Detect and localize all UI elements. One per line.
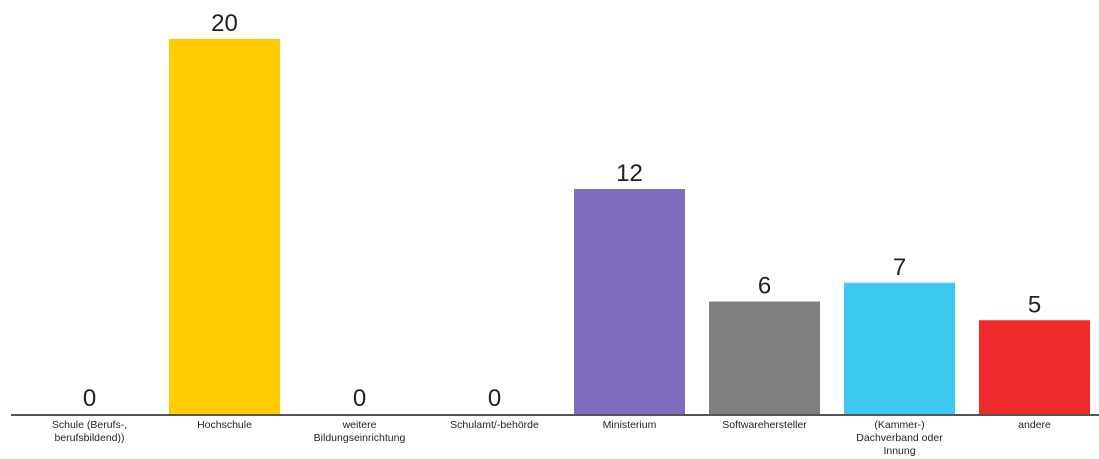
bar-1 xyxy=(169,39,280,414)
category-label-3: Schulamt/-behörde xyxy=(450,419,539,431)
value-label-3: 0 xyxy=(488,385,501,412)
value-label-0: 0 xyxy=(83,385,96,412)
bar-4 xyxy=(574,189,685,414)
bar-5 xyxy=(709,301,820,414)
category-label-line: Softwarehersteller xyxy=(722,419,807,431)
value-labels-group: 0 20 0 0 12 6 7 5 xyxy=(83,10,1041,412)
category-labels-group: Schule (Berufs-, berufsbildend)) Hochschul… xyxy=(52,419,1051,457)
category-label-line: berufsbildend)) xyxy=(54,432,124,444)
category-label-1: Hochschule xyxy=(197,419,252,431)
category-label-line: Dachverband oder xyxy=(856,432,943,444)
category-label-line: weitere xyxy=(342,419,377,431)
value-label-7: 5 xyxy=(1028,291,1041,318)
category-label-4: Ministerium xyxy=(603,419,657,431)
bar-6 xyxy=(844,282,955,414)
category-label-line: andere xyxy=(1018,419,1051,431)
value-label-1: 20 xyxy=(211,10,238,37)
category-label-line: Bildungseinrichtung xyxy=(314,432,406,444)
value-label-4: 12 xyxy=(616,160,643,187)
category-label-5: Softwarehersteller xyxy=(722,419,807,431)
category-label-line: Innung xyxy=(883,445,915,457)
bars-group xyxy=(169,39,1090,414)
value-label-2: 0 xyxy=(353,385,366,412)
category-label-line: (Kammer-) xyxy=(874,419,924,431)
bar-7 xyxy=(979,320,1090,414)
category-label-line: Schule (Berufs-, xyxy=(52,419,127,431)
value-label-6: 7 xyxy=(893,254,906,281)
category-label-6: (Kammer-) Dachverband oder Innung xyxy=(856,419,943,457)
category-label-line: Schulamt/-behörde xyxy=(450,419,539,431)
value-label-5: 6 xyxy=(758,273,771,300)
category-label-line: Ministerium xyxy=(603,419,657,431)
category-label-0: Schule (Berufs-, berufsbildend)) xyxy=(52,419,127,444)
category-label-7: andere xyxy=(1018,419,1051,431)
category-label-2: weitere Bildungseinrichtung xyxy=(314,419,406,444)
category-label-line: Hochschule xyxy=(197,419,252,431)
